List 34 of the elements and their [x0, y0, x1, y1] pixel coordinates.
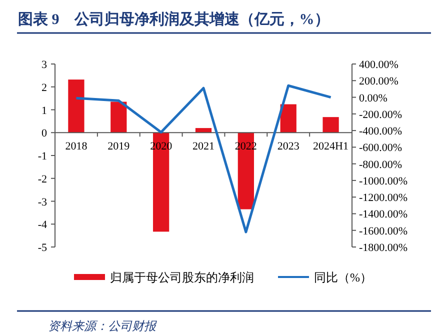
- y2-tick-label: -600.00%: [359, 142, 402, 154]
- x-tick-label: 2021: [192, 140, 214, 153]
- text: 资料来源：公司财报: [48, 319, 157, 333]
- y-tick-label: -5: [38, 242, 48, 254]
- y2-tick-label: -1200.00%: [359, 192, 408, 204]
- y2-tick-label: -1600.00%: [359, 225, 408, 238]
- y2-tick-label: -400.00%: [359, 126, 402, 138]
- y-tick-label: -4: [38, 219, 48, 232]
- y-tick-label: -2: [38, 173, 47, 186]
- x-tick-label: 2024H1: [313, 140, 349, 153]
- y-tick-label: -1: [38, 150, 47, 162]
- bar: [280, 104, 296, 133]
- y2-tick-label: -1000.00%: [359, 175, 408, 188]
- y2-tick-label: 0.00%: [359, 92, 388, 104]
- y-tick-label: -3: [38, 196, 48, 208]
- y2-tick-label: -800.00%: [359, 158, 402, 171]
- chart-title: 图表 9 公司归母净利润及其增速（亿元，%）: [18, 10, 330, 28]
- bar: [110, 102, 127, 133]
- y2-tick-label: 400.00%: [359, 59, 398, 71]
- x-tick-label: 2019: [108, 140, 130, 153]
- bar: [322, 117, 339, 133]
- y2-tick-label: -1800.00%: [359, 242, 408, 254]
- x-tick-label: 2023: [277, 140, 300, 153]
- y2-tick-label: -200.00%: [359, 108, 402, 121]
- y2-tick-label: -1400.00%: [359, 208, 408, 221]
- x-tick-label: 2018: [65, 140, 88, 153]
- bar: [68, 80, 84, 133]
- legend-label: 归属于母公司股东的净利润: [110, 270, 254, 284]
- y2-tick-label: 200.00%: [359, 76, 398, 88]
- legend-label: 同比（%）: [314, 270, 372, 284]
- y-tick-label: 3: [42, 59, 48, 71]
- y-tick-label: 2: [42, 82, 47, 94]
- y-tick-label: 0: [42, 128, 48, 140]
- y-tick-label: 1: [42, 104, 47, 117]
